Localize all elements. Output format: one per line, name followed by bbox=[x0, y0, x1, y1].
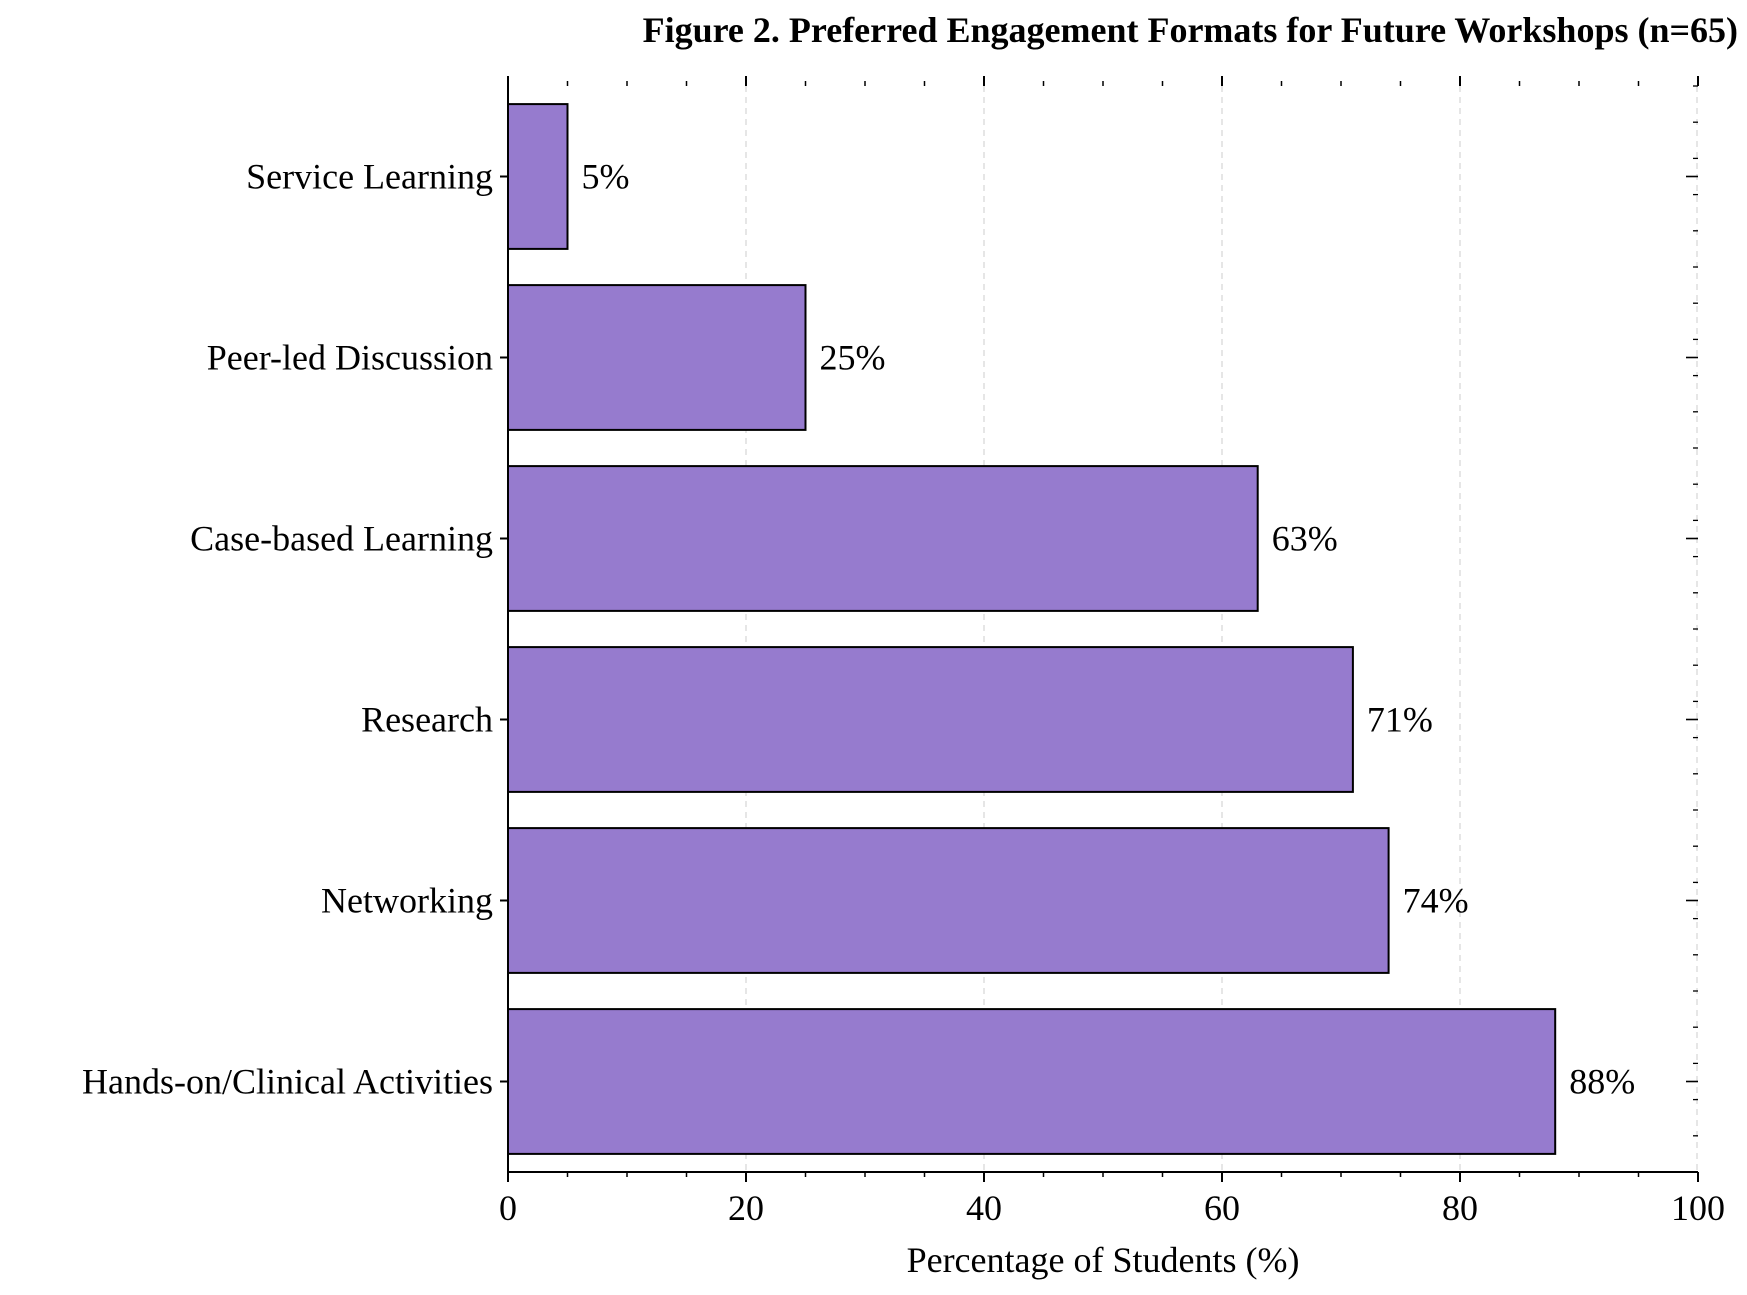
chart-title: Figure 2. Preferred Engagement Formats f… bbox=[643, 10, 1738, 50]
x-tick-label: 40 bbox=[966, 1188, 1002, 1228]
bar bbox=[507, 646, 1354, 793]
x-tick-label: 100 bbox=[1671, 1188, 1725, 1228]
bar bbox=[507, 1008, 1557, 1155]
bar bbox=[507, 827, 1390, 974]
x-tick-label: 0 bbox=[499, 1188, 517, 1228]
x-tick-label: 80 bbox=[1442, 1188, 1478, 1228]
category-label: Case-based Learning bbox=[190, 519, 493, 559]
data-label: 5% bbox=[582, 157, 630, 197]
x-tick-label: 60 bbox=[1204, 1188, 1240, 1228]
category-label: Networking bbox=[321, 881, 493, 921]
data-label: 63% bbox=[1272, 519, 1338, 559]
category-label: Service Learning bbox=[246, 157, 493, 197]
bar bbox=[507, 103, 569, 250]
bar bbox=[507, 284, 807, 431]
axes bbox=[500, 76, 1699, 1182]
data-label: 88% bbox=[1569, 1062, 1635, 1102]
x-tick-label: 20 bbox=[728, 1188, 764, 1228]
data-label: 25% bbox=[820, 338, 886, 378]
category-label: Research bbox=[361, 700, 493, 740]
data-label: 71% bbox=[1367, 700, 1433, 740]
category-label: Peer-led Discussion bbox=[207, 338, 493, 378]
x-axis-title: Percentage of Students (%) bbox=[907, 1240, 1300, 1280]
bar bbox=[507, 465, 1259, 612]
bars bbox=[507, 103, 1557, 1155]
category-label: Hands-on/Clinical Activities bbox=[82, 1062, 493, 1102]
data-label: 74% bbox=[1403, 881, 1469, 921]
labels: 88% Hands-on/Clinical Activities 74% Networ… bbox=[82, 157, 1725, 1229]
